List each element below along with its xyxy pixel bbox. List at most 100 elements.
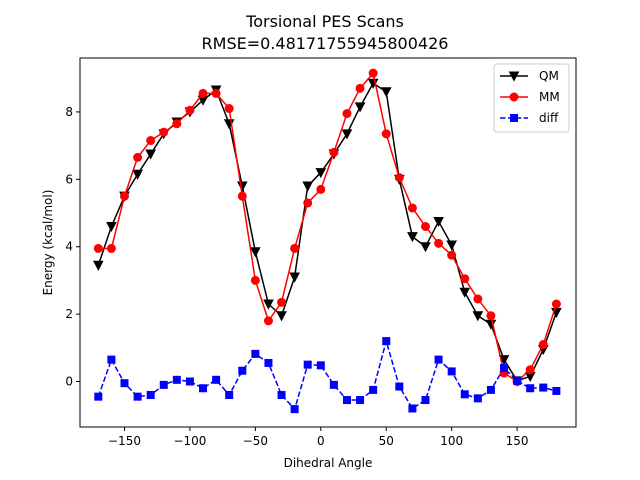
chart-title: Torsional PES Scans — [245, 12, 404, 31]
series-mm-point — [133, 152, 143, 162]
chart-subtitle: RMSE=0.48171755945800426 — [202, 34, 449, 53]
x-tick-label: −100 — [173, 434, 206, 448]
series-mm-point — [316, 184, 326, 194]
x-tick-label: −150 — [108, 434, 141, 448]
series-mm-point — [237, 191, 247, 201]
series-qm-point — [263, 299, 274, 310]
series-diff-point — [199, 384, 208, 393]
series-qm-point — [145, 149, 157, 160]
series-mm-point — [172, 119, 182, 129]
series-qm-point — [498, 355, 510, 366]
series-diff-point — [251, 349, 260, 358]
series-qm-line — [97, 82, 558, 382]
series-qm-point — [433, 216, 444, 228]
series-diff-point — [185, 377, 194, 386]
series-mm-point — [342, 109, 352, 119]
series-diff-point — [408, 404, 417, 413]
series-qm-point — [407, 232, 418, 243]
series-diff-point — [120, 379, 129, 388]
series-diff-point — [146, 390, 155, 399]
series-mm-point — [119, 191, 129, 201]
series-diff-point — [264, 358, 273, 367]
series-diff-point — [290, 405, 299, 414]
series-diff-point — [277, 390, 286, 399]
series-mm-point — [538, 339, 548, 349]
series-diff-point — [159, 380, 168, 389]
series-qm-point — [354, 102, 366, 113]
series-diff-point — [473, 394, 482, 403]
series-diff-point — [342, 396, 351, 405]
series-diff-point — [539, 383, 548, 392]
series-mm-point — [329, 147, 339, 157]
series-diff-point — [382, 337, 391, 346]
series-diff-point — [434, 355, 443, 364]
legend-qm-label: QM — [539, 69, 559, 83]
series-diff-point — [421, 396, 430, 405]
legend-diff-marker — [510, 114, 518, 122]
axes-frame — [79, 57, 577, 428]
x-axis-label: Dihedral Angle — [284, 456, 373, 470]
series-mm-point — [420, 221, 430, 231]
series-mm-point — [146, 136, 156, 146]
series-mm-point — [106, 243, 116, 253]
series-qm-point — [289, 272, 300, 283]
series-qm-point — [92, 260, 104, 271]
y-tick-label: 8 — [65, 105, 73, 119]
series-qm-point — [459, 287, 471, 298]
series-diff-point — [356, 396, 365, 405]
series-mm-point — [303, 198, 313, 208]
series-diff-point — [107, 355, 116, 364]
x-tick-label: 150 — [506, 434, 529, 448]
y-tick-label: 6 — [65, 172, 73, 186]
legend-diff-label: diff — [539, 111, 559, 125]
y-tick-label: 2 — [65, 307, 73, 321]
series-mm-point — [355, 83, 365, 93]
legend-qm-marker — [508, 71, 520, 82]
series-qm-point — [302, 181, 314, 192]
series-diff-point — [447, 367, 456, 376]
series-diff-point — [395, 382, 404, 391]
y-tick-label: 4 — [65, 240, 73, 254]
y-tick-label: 0 — [65, 375, 73, 389]
series-diff-point — [513, 376, 522, 385]
series-qm-point — [446, 240, 458, 251]
series-mm-point — [277, 297, 287, 307]
series-diff-point — [369, 385, 378, 394]
y-axis-label: Energy (kcal/mol) — [41, 190, 55, 296]
series-mm-point — [185, 105, 195, 115]
series-diff-point — [500, 364, 509, 373]
series-mm-point — [407, 203, 417, 213]
series-mm-point — [368, 68, 378, 78]
series-diff-point — [303, 360, 312, 369]
series-diff-point — [133, 392, 142, 401]
series-diff-point — [526, 384, 535, 393]
series-qm-point — [315, 168, 327, 179]
series-mm-line — [98, 72, 558, 383]
legend-mm-label: MM — [539, 90, 560, 104]
series-qm-point — [380, 87, 392, 98]
series-mm-point — [224, 104, 234, 114]
series-mm-point — [290, 243, 300, 253]
plot-area — [92, 68, 562, 414]
series-diff-point — [552, 386, 561, 395]
axes: −150 −100 −50 0 50 100 150 0 2 4 6 8 — [65, 57, 577, 448]
series-mm-point — [473, 294, 483, 304]
x-tick-label: −50 — [243, 434, 268, 448]
x-tick-label: 0 — [317, 434, 325, 448]
series-qm-point — [341, 129, 353, 140]
series-mm-point — [211, 88, 221, 98]
series-mm-point — [198, 88, 208, 98]
series-qm-point — [250, 247, 261, 258]
series-qm-point — [420, 242, 431, 253]
legend: QM MM diff — [493, 63, 570, 133]
series-qm-point — [106, 221, 117, 233]
x-tick-label: 100 — [440, 434, 463, 448]
series-diff-point — [329, 380, 338, 389]
series-mm-point — [551, 299, 561, 309]
series-diff-point — [225, 390, 234, 399]
series-qm-point — [472, 311, 484, 322]
series-mm-point — [93, 243, 103, 253]
series-qm-point — [276, 311, 287, 322]
series-mm-point — [486, 311, 496, 321]
series-diff-point — [486, 385, 495, 394]
